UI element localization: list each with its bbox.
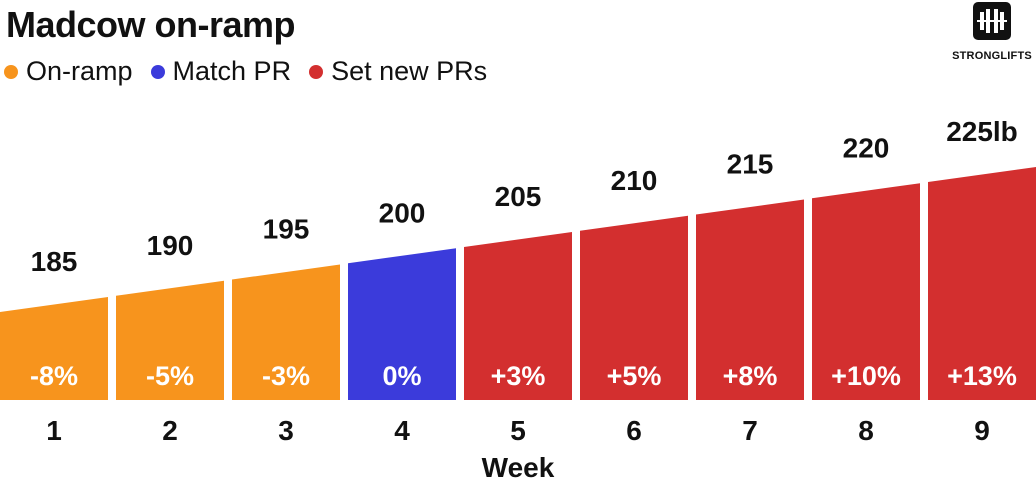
tick-label-week-3: 3 bbox=[278, 415, 294, 446]
tick-label-week-7: 7 bbox=[742, 415, 758, 446]
x-axis-label: Week bbox=[481, 452, 555, 483]
value-label-week-9: 225lb bbox=[946, 116, 1018, 147]
stronglifts-logo: STRONGLIFTS bbox=[952, 2, 1032, 62]
percent-label-week-6: +5% bbox=[607, 361, 662, 391]
percent-label-week-4: 0% bbox=[382, 361, 421, 391]
legend-label-match-pr: Match PR bbox=[172, 56, 292, 86]
legend: On-ramp Match PR Set new PRs bbox=[4, 56, 505, 87]
chart-title: Madcow on-ramp bbox=[6, 4, 296, 45]
legend-item-match-pr: Match PR bbox=[150, 56, 292, 87]
tick-label-week-8: 8 bbox=[858, 415, 874, 446]
legend-dot-on-ramp bbox=[4, 64, 18, 79]
value-label-week-8: 220 bbox=[843, 132, 890, 163]
tick-label-week-5: 5 bbox=[510, 415, 526, 446]
value-label-week-1: 185 bbox=[31, 246, 78, 277]
tick-label-week-2: 2 bbox=[162, 415, 178, 446]
tick-label-week-6: 6 bbox=[626, 415, 642, 446]
bar-week-2 bbox=[116, 280, 224, 400]
legend-item-on-ramp: On-ramp bbox=[4, 56, 133, 87]
percent-label-week-3: -3% bbox=[262, 361, 310, 391]
tick-label-week-1: 1 bbox=[46, 415, 62, 446]
value-label-week-2: 190 bbox=[147, 230, 194, 261]
legend-label-set-new-prs: Set new PRs bbox=[331, 56, 488, 86]
percent-label-week-5: +3% bbox=[491, 361, 546, 391]
value-label-week-6: 210 bbox=[611, 165, 658, 196]
percent-label-week-2: -5% bbox=[146, 361, 194, 391]
value-label-week-3: 195 bbox=[263, 214, 310, 245]
bar-week-4 bbox=[348, 248, 456, 400]
value-label-week-7: 215 bbox=[727, 149, 774, 180]
legend-dot-match-pr bbox=[150, 64, 165, 79]
legend-item-set-new-prs: Set new PRs bbox=[309, 56, 487, 87]
tick-label-week-4: 4 bbox=[394, 415, 410, 446]
bar-week-5 bbox=[464, 232, 572, 400]
logo-text: STRONGLIFTS bbox=[952, 50, 1032, 62]
bar-week-3 bbox=[232, 264, 340, 400]
percent-label-week-9: +13% bbox=[947, 361, 1017, 391]
percent-label-week-8: +10% bbox=[831, 361, 901, 391]
bar-week-7 bbox=[696, 199, 804, 400]
legend-label-on-ramp: On-ramp bbox=[26, 56, 133, 86]
tick-label-week-9: 9 bbox=[974, 415, 990, 446]
value-label-week-4: 200 bbox=[379, 197, 426, 228]
legend-dot-set-new-prs bbox=[309, 64, 324, 79]
bar-week-8 bbox=[812, 183, 920, 400]
bar-week-9 bbox=[928, 167, 1036, 400]
barbell-icon bbox=[973, 2, 1011, 40]
bar-week-6 bbox=[580, 215, 688, 400]
bar-week-1 bbox=[0, 297, 108, 400]
value-label-week-5: 205 bbox=[495, 181, 542, 212]
percent-label-week-7: +8% bbox=[723, 361, 778, 391]
percent-label-week-1: -8% bbox=[30, 361, 78, 391]
